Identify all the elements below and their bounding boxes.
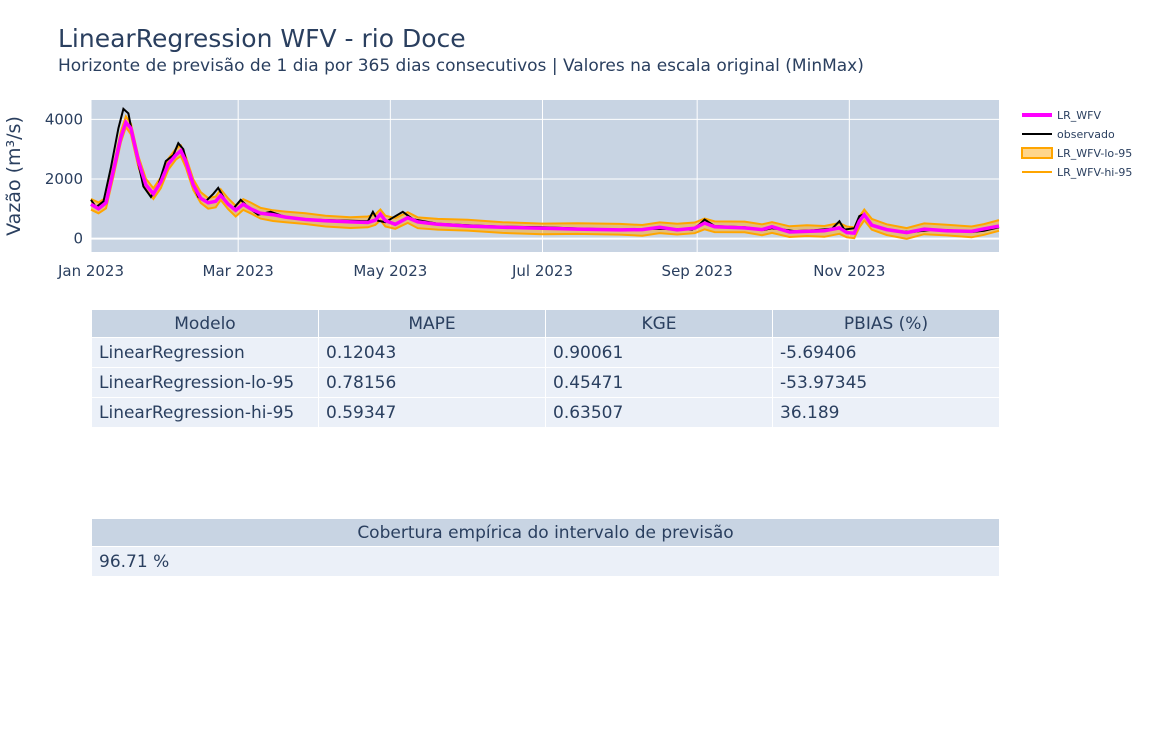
table-cell: 0.12043 <box>318 337 546 368</box>
column-header: PBIAS (%) <box>772 309 1000 338</box>
y-tick-label: 4000 <box>45 110 83 128</box>
coverage-table: Cobertura empírica do intervalo de previ… <box>91 518 1000 577</box>
metrics-table-header: Modelo MAPE KGE PBIAS (%) <box>91 309 1000 338</box>
legend-label: LR_WFV-lo-95 <box>1057 147 1132 160</box>
legend-label: observado <box>1057 128 1115 141</box>
table-cell: LinearRegression <box>91 337 319 368</box>
table-cell: -5.69406 <box>772 337 1000 368</box>
series-line-forecast <box>90 118 1000 236</box>
table-row: LinearRegression-lo-95 0.78156 0.45471 -53.… <box>91 367 1000 398</box>
table-cell: 0.59347 <box>318 397 546 428</box>
table-cell: 0.63507 <box>545 397 773 428</box>
table-cell: LinearRegression-lo-95 <box>91 367 319 398</box>
legend-label: LR_WFV <box>1057 109 1101 122</box>
legend-label: LR_WFV-hi-95 <box>1057 166 1132 179</box>
table-cell: LinearRegression-hi-95 <box>91 397 319 428</box>
legend-item[interactable]: LR_WFV <box>1022 109 1101 122</box>
time-series-chart: Jan 2023 Mar 2023 May 2023 Jul 2023 Sep 2023… <box>3 100 1132 280</box>
table-cell: 36.189 <box>772 397 1000 428</box>
table-row: LinearRegression-hi-95 0.59347 0.63507 36.1… <box>91 397 1000 428</box>
table-row: LinearRegression 0.12043 0.90061 -5.69406 <box>91 337 1000 368</box>
x-tick-label: Sep 2023 <box>662 262 733 280</box>
table-cell: 0.45471 <box>545 367 773 398</box>
legend-item[interactable]: observado <box>1022 128 1115 141</box>
legend-swatch <box>1021 147 1053 159</box>
chart-title: LinearRegression WFV - rio Doce <box>58 24 466 53</box>
legend-item[interactable]: LR_WFV-hi-95 <box>1022 166 1132 179</box>
legend: LR_WFV observado LR_WFV-lo-95 LR_WFV-hi-95 <box>1021 109 1132 179</box>
x-tick-label: May 2023 <box>353 262 427 280</box>
x-tick-label: Mar 2023 <box>203 262 274 280</box>
y-tick-label: 2000 <box>45 170 83 188</box>
column-header: KGE <box>545 309 773 338</box>
series-line-lower-95 <box>90 124 1000 240</box>
x-axis-ticks: Jan 2023 Mar 2023 May 2023 Jul 2023 Sep 2023… <box>57 262 885 280</box>
table-cell: 0.90061 <box>545 337 773 368</box>
table-cell: -53.97345 <box>772 367 1000 398</box>
x-tick-label: Jan 2023 <box>57 262 124 280</box>
table-row: 96.71 % <box>91 546 1000 577</box>
coverage-value: 96.71 % <box>91 546 1000 577</box>
y-tick-label: 0 <box>73 230 83 248</box>
legend-item[interactable]: LR_WFV-lo-95 <box>1021 147 1132 160</box>
metrics-table: Modelo MAPE KGE PBIAS (%) LinearRegression 0… <box>91 309 1000 428</box>
coverage-table-header: Cobertura empírica do intervalo de previ… <box>91 518 1000 547</box>
x-tick-label: Jul 2023 <box>511 262 573 280</box>
column-header: MAPE <box>318 309 546 338</box>
chart-subtitle: Horizonte de previsão de 1 dia por 365 d… <box>58 56 864 76</box>
column-header: Modelo <box>91 309 319 338</box>
y-axis-label: Vazão (m³/s) <box>3 116 25 236</box>
y-axis-ticks: 0 2000 4000 <box>45 110 83 247</box>
table-cell: 0.78156 <box>318 367 546 398</box>
x-tick-label: Nov 2023 <box>813 262 885 280</box>
